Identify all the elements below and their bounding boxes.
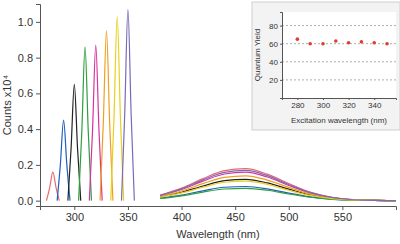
chart-0: 300 350 400 450 500 550 0.0 0.2 0.4 0.6 0.8 1.0 Wave… [1,5,397,241]
x-axis-title: Excitation wavelength (nm) [291,116,387,125]
tick: 40 [269,58,282,67]
y-axis: 0.0 0.2 0.4 0.6 0.8 1.0 [18,5,41,207]
tick-mark [36,165,40,166]
tick-mark [280,80,282,81]
tick-label: 300 [66,211,84,223]
tick: 80 [269,22,282,31]
tick-mark [280,26,282,27]
tick-label: 1.0 [18,16,33,28]
tick: 0.6 [18,87,40,99]
tick-mark [36,93,40,94]
tick: 1.0 [18,16,40,28]
tick-label: 0.4 [18,123,33,135]
tick-mark [74,206,75,210]
tick-mark [342,206,343,210]
grid-line [282,79,396,80]
plot-area [282,12,396,98]
y-axis-title: Counts x10⁴ [1,75,13,136]
plot-marks [46,9,396,200]
tick-mark [182,206,183,210]
tick-label: 320 [342,101,356,110]
tick: 0.2 [18,159,40,171]
tick-mark [289,206,290,210]
tick: 280 [291,98,305,110]
tick-mark [235,206,236,210]
data-point [308,42,312,46]
tick: 60 [269,40,282,49]
grid [282,26,396,80]
plot-marks [296,37,389,45]
axis-line [280,13,283,99]
tick-label: 550 [334,211,352,223]
data-point [296,37,300,41]
spectrum-line [68,84,396,200]
chart-root: 300 350 400 450 500 550 0.0 0.2 0.4 0.6 0.8 1.0 Wave… [0,0,400,244]
tick: 0.4 [18,123,40,135]
grid-line [282,25,396,26]
tick-mark [36,58,40,59]
tick: 400 [173,206,191,223]
x-axis-title: Wavelength (nm) [176,228,259,240]
tick-label: 40 [269,58,278,67]
tick: 340 [368,98,382,110]
tick: 0.0 [18,195,40,207]
tick: 0.8 [18,52,40,64]
y-axis-title: Quantum Yield [253,29,262,81]
tick: 350 [119,206,137,223]
tick-label: 280 [291,101,305,110]
chart-1: 280 300 320 340 20 40 60 80 Excitation wavelengt… [252,2,400,130]
tick-label: 340 [368,101,382,110]
tick: 500 [280,206,298,223]
tick: 300 [66,206,84,223]
data-point [360,40,364,44]
tick-label: 0.2 [18,159,33,171]
tick-label: 0.8 [18,52,33,64]
tick-mark [128,206,129,210]
inset-panel [252,2,400,130]
tick-label: 500 [280,211,298,223]
x-axis: 300 350 400 450 500 550 [41,206,397,223]
x-axis: 280 300 320 340 [283,98,397,110]
tick-mark [36,22,40,23]
data-point [334,39,338,43]
tick-label: 300 [317,101,331,110]
tick-label: 450 [226,211,244,223]
tick-label: 0.6 [18,87,33,99]
grid-line [282,61,396,62]
tick: 450 [226,206,244,223]
tick-label: 0.0 [18,195,33,207]
tick: 20 [269,76,282,85]
tick-mark [36,201,40,202]
tick: 550 [334,206,352,223]
data-point [321,42,325,46]
data-point [385,42,389,46]
y-axis: 20 40 60 80 [269,13,282,99]
axis-line [36,5,41,207]
tick-mark [36,129,40,130]
tick-label: 400 [173,211,191,223]
tick: 320 [342,98,356,110]
tick-mark [280,62,282,63]
grid-line [282,43,396,44]
tick-label: 20 [269,76,278,85]
data-point [372,41,376,45]
tick-mark [280,44,282,45]
data-point [347,41,351,45]
tick-label: 350 [119,211,137,223]
axis-line [41,207,397,211]
tick: 300 [317,98,331,110]
tick-label: 80 [269,22,278,31]
tick-label: 60 [269,40,278,49]
